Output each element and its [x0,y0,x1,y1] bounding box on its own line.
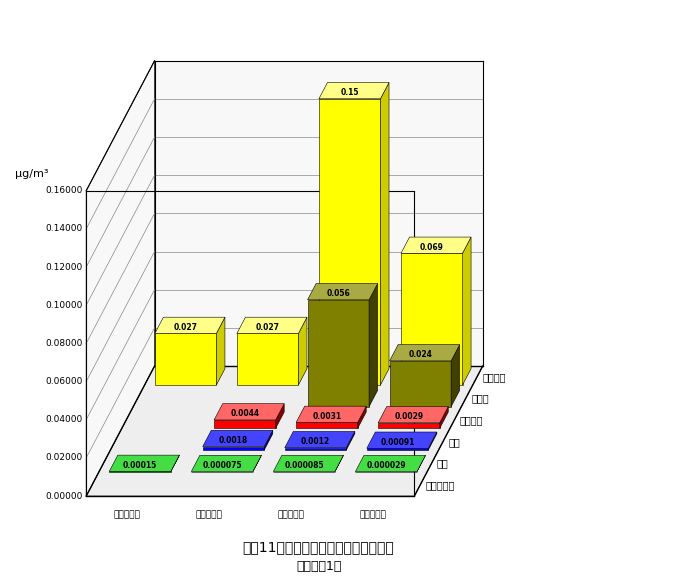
Polygon shape [335,455,343,472]
Text: 0.16000: 0.16000 [46,186,83,195]
Polygon shape [171,455,179,472]
Polygon shape [296,406,366,423]
Polygon shape [390,344,459,361]
Text: 0.00015: 0.00015 [123,461,157,470]
Polygon shape [109,455,179,472]
Polygon shape [462,237,471,385]
Polygon shape [307,300,369,407]
Text: 0.02000: 0.02000 [46,453,83,462]
Text: 池上測定所: 池上測定所 [113,510,140,519]
Text: 大師測定所: 大師測定所 [196,510,223,519]
Text: 0.0031: 0.0031 [312,412,341,421]
Polygon shape [273,455,343,472]
Text: 0.00000: 0.00000 [46,491,83,501]
Polygon shape [381,83,389,385]
Polygon shape [428,432,437,450]
Text: 0.14000: 0.14000 [46,224,83,234]
Polygon shape [86,61,154,496]
Text: クロム: クロム [471,394,489,403]
Polygon shape [319,83,389,99]
Text: 0.00091: 0.00091 [381,438,415,447]
Text: 0.000029: 0.000029 [366,461,406,470]
Text: 平成11年度有害大気汚染物質年平均値: 平成11年度有害大気汚染物質年平均値 [243,540,394,554]
Polygon shape [155,317,225,334]
Text: 0.056: 0.056 [327,289,350,298]
Text: 多摩測定所: 多摩測定所 [360,510,387,519]
Polygon shape [358,406,366,428]
Polygon shape [367,449,428,450]
Polygon shape [191,455,262,472]
Polygon shape [214,403,284,420]
Text: 0.12000: 0.12000 [46,262,83,272]
Polygon shape [379,406,448,423]
Text: 0.15: 0.15 [340,88,359,97]
Polygon shape [307,284,378,300]
Polygon shape [451,344,459,407]
Text: ベリリウム: ベリリウム [426,480,455,490]
Polygon shape [367,432,437,449]
Polygon shape [390,361,451,407]
Text: μg/m³: μg/m³ [15,169,48,179]
Text: 0.08000: 0.08000 [46,339,83,348]
Text: 0.069: 0.069 [420,243,444,251]
Polygon shape [401,253,462,385]
Text: 0.06000: 0.06000 [46,377,83,386]
Text: 0.0044: 0.0044 [230,409,260,418]
Text: 0.0018: 0.0018 [219,436,248,445]
Polygon shape [298,317,307,385]
Text: 0.000075: 0.000075 [202,461,242,470]
Polygon shape [401,237,471,253]
Polygon shape [356,455,426,472]
Polygon shape [284,448,346,450]
Text: 水銀: 水銀 [448,437,460,447]
Polygon shape [214,420,275,428]
Polygon shape [319,99,381,385]
Text: 0.000085: 0.000085 [284,461,324,470]
Text: 0.027: 0.027 [174,323,198,332]
Polygon shape [86,366,483,496]
Text: 0.04000: 0.04000 [46,415,83,424]
Polygon shape [203,430,273,447]
Polygon shape [346,431,355,450]
Polygon shape [284,431,355,448]
Polygon shape [439,406,448,428]
Text: ヒ素: ヒ素 [437,458,448,469]
Text: 0.027: 0.027 [255,323,280,332]
Text: 0.0029: 0.0029 [394,412,424,421]
Text: 0.0012: 0.0012 [301,437,330,446]
Polygon shape [203,447,264,450]
Text: 中原測定所: 中原測定所 [278,510,304,519]
Text: 0.10000: 0.10000 [46,301,83,310]
Polygon shape [237,334,298,385]
Polygon shape [369,284,378,407]
Polygon shape [154,61,483,366]
Polygon shape [379,423,439,428]
Text: ニッケル: ニッケル [459,415,483,425]
Text: 0.024: 0.024 [408,350,432,359]
Polygon shape [217,317,225,385]
Polygon shape [155,334,217,385]
Polygon shape [275,403,284,428]
Polygon shape [296,423,358,428]
Text: （金属類1）: （金属類1） [296,560,341,573]
Text: マンガン: マンガン [482,372,506,382]
Polygon shape [264,430,273,450]
Polygon shape [417,455,426,472]
Polygon shape [253,455,262,472]
Polygon shape [237,317,307,334]
